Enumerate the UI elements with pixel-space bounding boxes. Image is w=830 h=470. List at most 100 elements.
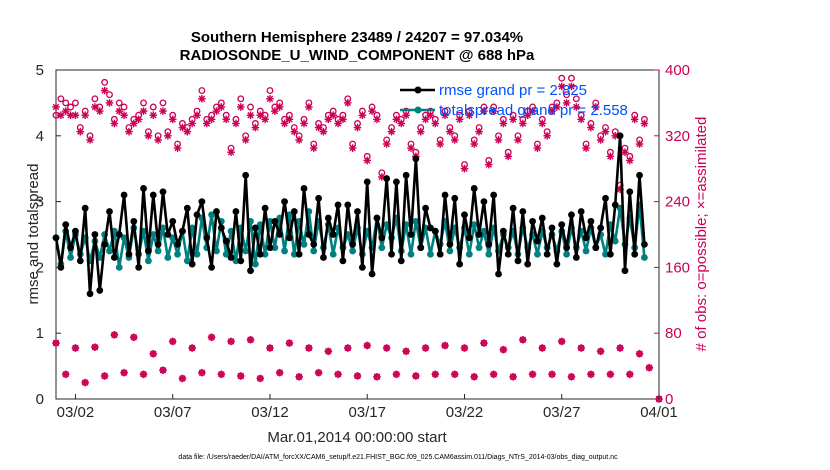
obs-assimilated-marker xyxy=(134,115,143,124)
obs-assimilated-marker xyxy=(309,144,318,152)
obs-assimilated-marker-stroke xyxy=(612,132,619,140)
obs-assimilated-marker-low xyxy=(178,374,187,383)
obs-assimilated-marker-low-stroke xyxy=(159,366,167,374)
totalspread-point xyxy=(534,250,541,258)
obs-assimilated-marker-low-stroke xyxy=(208,334,215,341)
totalspread-point xyxy=(242,247,250,255)
obs-assimilated-marker-stroke xyxy=(145,132,152,140)
totalspread-point xyxy=(480,227,488,235)
obs-assimilated-marker xyxy=(509,115,517,124)
obs-assimilated-marker xyxy=(329,111,337,120)
obs-assimilated-marker xyxy=(198,94,206,103)
totalspread-point xyxy=(427,250,434,258)
obs-assimilated-marker-stroke xyxy=(631,116,638,123)
rmse-point xyxy=(636,171,643,179)
obs-assimilated-marker-low-stroke xyxy=(295,373,303,381)
rmse-point xyxy=(354,208,361,215)
obs-assimilated-marker-stroke xyxy=(417,128,424,135)
obs-assimilated-marker-low xyxy=(266,344,274,352)
x-axis: 03/02 03/07 03/12 03/17 03/22 03/27 04/01 xyxy=(57,394,678,421)
totalspread-point xyxy=(465,250,473,258)
rmse-point xyxy=(140,185,147,192)
rmse-point xyxy=(135,264,143,271)
rmse-point xyxy=(543,250,551,258)
totalspread-point xyxy=(164,254,172,261)
obs-assimilated-marker xyxy=(261,115,269,124)
rmse-point xyxy=(626,188,634,196)
obs-assimilated-marker-stroke xyxy=(52,103,60,111)
obs-assimilated-marker-stroke xyxy=(67,112,74,119)
rmse-point xyxy=(587,217,595,225)
obs-assimilated-marker-low-stroke xyxy=(616,344,624,352)
rmse-point xyxy=(358,264,366,271)
obs-assimilated-marker-low xyxy=(596,347,605,356)
obs-assimilated-marker-low xyxy=(71,344,80,352)
obs-assimilated-marker-low xyxy=(227,337,235,346)
totalspread-point xyxy=(290,250,298,258)
obs-assimilated-marker-stroke xyxy=(77,128,84,135)
obs-assimilated-marker-low-stroke xyxy=(286,339,293,347)
obs-assimilated-marker xyxy=(358,111,367,120)
obs-assimilated-marker-low-stroke xyxy=(373,373,381,381)
rmse-point xyxy=(407,231,415,238)
right-axis: 0 80 160 240 320 400 xyxy=(654,62,690,408)
obs-assimilated-marker xyxy=(528,107,537,115)
obs-assimilated-marker-low-stroke xyxy=(120,369,128,376)
obs-assimilated-marker-low-stroke xyxy=(607,371,614,378)
obs-assimilated-marker xyxy=(227,148,235,157)
rmse-point xyxy=(52,234,60,242)
rmse-point xyxy=(86,290,94,298)
rmse-point xyxy=(106,208,113,215)
obs-assimilated-marker-low xyxy=(548,370,556,379)
obs-assimilated-marker xyxy=(236,103,245,111)
rmse-point xyxy=(179,227,186,235)
totalspread-point xyxy=(261,250,269,258)
obs-assimilated-marker-low xyxy=(120,368,128,377)
totalspread-point xyxy=(183,257,191,265)
obs-assimilated-marker xyxy=(232,119,240,128)
rmse-point xyxy=(329,231,337,238)
obs-assimilated-marker xyxy=(300,119,308,128)
obs-assimilated-marker xyxy=(450,136,459,144)
rmse-point xyxy=(422,204,429,212)
obs-assimilated-marker-low-stroke xyxy=(62,371,69,378)
right-tick-label: 240 xyxy=(665,194,690,211)
obs-assimilated-marker-low-stroke xyxy=(111,331,118,339)
obs-assimilated-marker xyxy=(416,127,425,136)
totalspread-point xyxy=(475,244,483,252)
obs-assimilated-marker-stroke xyxy=(436,140,444,148)
rmse-point xyxy=(334,201,342,209)
obs-assimilated-marker-low xyxy=(343,344,352,352)
rmse-point xyxy=(602,194,609,202)
obs-assimilated-marker-low xyxy=(412,372,420,380)
obs-assimilated-marker-low xyxy=(509,372,517,381)
rmse-point xyxy=(339,257,347,265)
obs-assimilated-marker-stroke xyxy=(534,144,541,152)
totalspread-point xyxy=(349,247,357,255)
rmse-point xyxy=(529,217,536,225)
obs-assimilated-marker xyxy=(241,136,250,144)
rmse-point xyxy=(538,214,546,222)
obs-assimilated-marker-stroke xyxy=(242,136,249,144)
rmse-point xyxy=(641,240,648,248)
obs-assimilated-marker xyxy=(95,107,104,115)
obs-assimilated-marker-low-stroke xyxy=(179,375,186,382)
obs-assimilated-marker-low-stroke xyxy=(422,344,429,352)
obs-assimilated-marker-low-stroke xyxy=(461,344,468,352)
obs-assimilated-marker-low-stroke xyxy=(334,371,342,378)
obs-assimilated-marker xyxy=(217,103,226,111)
obs-possible-marker xyxy=(198,87,206,95)
obs-assimilated-marker xyxy=(596,136,605,144)
totalspread-point xyxy=(174,250,181,258)
plot-area xyxy=(52,69,663,403)
obs-assimilated-marker-stroke xyxy=(363,157,371,164)
rmse-point xyxy=(281,198,288,206)
obs-assimilated-marker-low-stroke xyxy=(237,372,245,380)
obs-assimilated-marker-low xyxy=(159,366,167,375)
obs-assimilated-marker-low-stroke xyxy=(490,371,497,378)
obs-assimilated-marker-stroke xyxy=(573,103,580,111)
obs-assimilated-marker-low-stroke xyxy=(52,339,60,347)
obs-assimilated-marker-stroke xyxy=(461,165,468,172)
obs-assimilated-marker-low xyxy=(149,349,158,358)
obs-assimilated-marker-stroke xyxy=(237,103,245,111)
